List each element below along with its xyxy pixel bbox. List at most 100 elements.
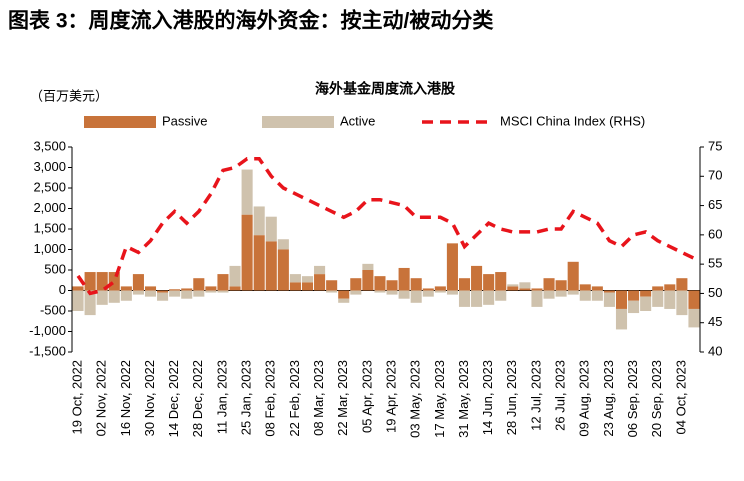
- bar: [483, 274, 495, 291]
- bar: [640, 290, 652, 297]
- x-tick-label: 22 Mar, 2023: [335, 360, 350, 436]
- bar: [241, 214, 253, 291]
- bar: [374, 276, 386, 291]
- bar: [543, 290, 555, 299]
- bar: [398, 267, 410, 291]
- bar: [241, 169, 253, 215]
- bar: [193, 278, 205, 291]
- y2-tick-label: 70: [708, 168, 722, 183]
- bar: [386, 280, 398, 291]
- y-tick-label: 1,500: [33, 220, 66, 235]
- bar: [471, 265, 483, 291]
- x-tick-label: 08 Mar, 2023: [311, 360, 326, 436]
- y-tick-label: 2,500: [33, 179, 66, 194]
- bar: [507, 286, 519, 291]
- x-tick-label: 28 Jun, 2023: [504, 360, 519, 435]
- bar: [277, 239, 289, 250]
- bar: [386, 290, 398, 295]
- bar: [253, 206, 265, 236]
- bar: [96, 290, 108, 305]
- bar: [434, 290, 446, 293]
- bar: [640, 296, 652, 311]
- y-tick-label: -1,000: [29, 323, 66, 338]
- bar: [519, 282, 531, 289]
- bar: [676, 278, 688, 291]
- bar: [289, 274, 301, 283]
- x-tick-label: 25 Jan, 2023: [239, 360, 254, 435]
- bar: [688, 308, 700, 328]
- y2-tick-label: 65: [708, 197, 722, 212]
- bar: [217, 274, 229, 291]
- bar: [664, 290, 676, 309]
- index-line: [76, 156, 695, 296]
- bar: [108, 272, 120, 291]
- y-tick-label: 500: [44, 261, 66, 276]
- bar: [120, 290, 132, 301]
- bar: [652, 290, 664, 307]
- bar: [458, 290, 471, 307]
- y2-tick-label: 50: [708, 285, 722, 300]
- bar: [338, 290, 350, 299]
- bar: [458, 278, 471, 291]
- bar: [314, 274, 326, 291]
- bar: [471, 290, 483, 307]
- bar: [181, 288, 193, 291]
- bar: [615, 290, 628, 309]
- y2-tick-label: 45: [708, 314, 722, 329]
- y2-tick-label: 55: [708, 256, 722, 271]
- bar: [108, 290, 120, 303]
- bar: [434, 286, 446, 291]
- bar: [338, 298, 350, 303]
- bar: [519, 288, 531, 291]
- bar: [72, 290, 84, 311]
- bar: [591, 290, 603, 301]
- bar: [495, 290, 507, 301]
- bar: [628, 300, 640, 314]
- bar: [350, 290, 362, 295]
- bar: [628, 290, 640, 301]
- x-tick-label: 30 Nov, 2022: [142, 360, 157, 436]
- bar: [277, 249, 289, 291]
- x-tick-label: 19 Oct, 2022: [69, 360, 84, 434]
- bar: [326, 290, 338, 293]
- x-tick-label: 03 May, 2023: [408, 360, 423, 438]
- bar: [265, 241, 277, 291]
- x-tick-label: 08 Feb, 2023: [263, 360, 278, 437]
- x-tick-label: 22 Feb, 2023: [287, 360, 302, 437]
- x-tick-label: 20 Sep, 2023: [649, 360, 664, 437]
- bar: [410, 290, 422, 303]
- legend-swatch: [262, 116, 334, 128]
- x-tick-label: 02 Nov, 2022: [94, 360, 109, 436]
- x-tick-label: 26 Jul, 2023: [553, 360, 568, 431]
- bar: [84, 272, 96, 291]
- bar: [688, 290, 700, 309]
- bar: [253, 235, 265, 291]
- bar: [446, 243, 458, 291]
- bar: [157, 290, 169, 293]
- x-tick-label: 04 Oct, 2023: [673, 360, 688, 434]
- x-tick-label: 12 Jul, 2023: [528, 360, 543, 431]
- x-tick-label: 11 Jan, 2023: [214, 360, 229, 434]
- bar: [362, 263, 374, 270]
- bar: [350, 278, 362, 291]
- bar: [507, 284, 519, 287]
- x-tick-label: 23 Aug, 2023: [601, 360, 616, 437]
- bar: [615, 308, 628, 330]
- x-tick-label: 09 Aug, 2023: [577, 360, 592, 437]
- bar: [446, 290, 458, 295]
- bar: [567, 261, 579, 291]
- bar: [374, 290, 386, 293]
- bar: [422, 288, 434, 291]
- y2-tick-label: 40: [708, 343, 722, 358]
- bar: [169, 290, 181, 297]
- bar: [205, 290, 217, 293]
- y-tick-label: 2,000: [33, 200, 66, 215]
- x-tick-label: 14 Dec, 2022: [166, 360, 181, 437]
- figure-title: 图表 3：周度流入港股的海外资金：按主动/被动分类: [8, 9, 494, 33]
- bar: [229, 286, 241, 291]
- bar: [229, 265, 241, 287]
- chart-title: 海外基金周度流入港股: [315, 81, 456, 97]
- x-tick-label: 19 Apr, 2023: [383, 360, 398, 433]
- y-tick-label: 1,000: [33, 241, 66, 256]
